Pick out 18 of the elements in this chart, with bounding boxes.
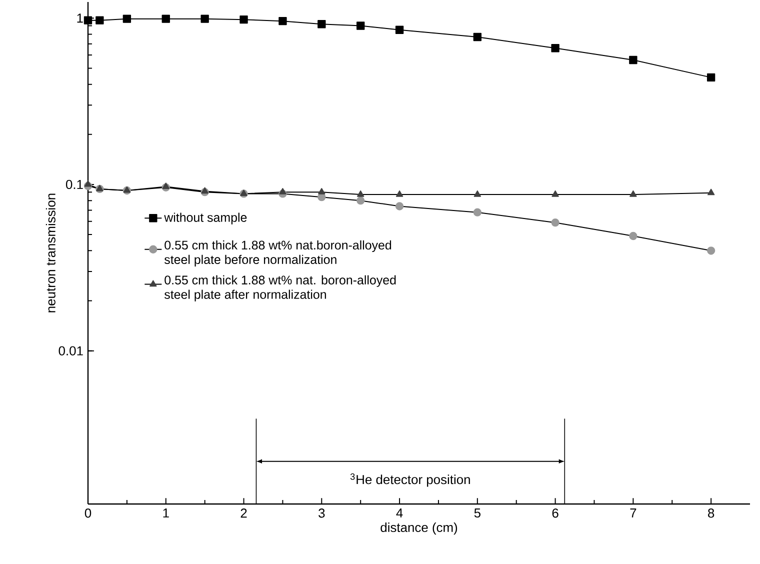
x-tick-label: 3	[318, 508, 325, 518]
y-tick-label: 0.01	[58, 346, 83, 356]
legend-label: 0.55 cm thick 1.88 wt% nat. boron-alloyed steel plate after normalization	[164, 275, 396, 302]
y-tick-label: 1	[77, 14, 83, 23]
x-tick-label: 4	[396, 508, 403, 518]
x-tick-label: 2	[240, 508, 247, 518]
x-tick-label: 6	[552, 508, 558, 518]
x-tick-label: 8	[708, 508, 714, 518]
annotation: $^{3}$He detector position	[350, 473, 470, 487]
x-tick-label: 1	[163, 508, 169, 518]
legend-label: without sample	[164, 212, 247, 224]
x-tick-label: 5	[474, 508, 480, 518]
y-tick-label: 0.1	[66, 180, 83, 190]
x-axis-title: distance (cm)	[380, 522, 458, 535]
x-tick-label: 0	[84, 508, 92, 518]
y-axis-title: neutron transmission	[46, 194, 56, 312]
x-tick-label: 7	[630, 508, 636, 518]
legend-label: 0.55 cm thick 1.88 wt% nat.boron-alloyed steel plate before normalization	[164, 240, 392, 266]
